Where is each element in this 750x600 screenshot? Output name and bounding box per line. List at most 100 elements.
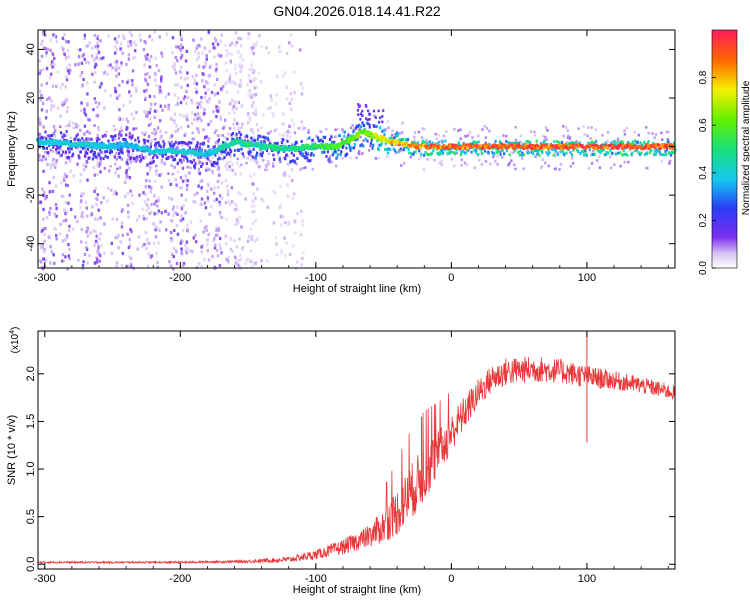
noise-cell [156, 260, 159, 264]
noise-cell [193, 81, 196, 85]
ridge-envelope-cell [239, 136, 242, 140]
noise-cell [157, 86, 161, 90]
noise-cell [204, 91, 207, 95]
ridge-core-point [557, 143, 562, 148]
noise-cell [180, 205, 183, 209]
ridge-envelope-cell [185, 142, 188, 146]
noise-cell [93, 261, 97, 265]
noise-cell [227, 255, 230, 259]
halo-cell [359, 135, 362, 139]
ridge-envelope-cell [575, 148, 579, 152]
noise-cell [94, 71, 97, 75]
ridge-envelope-cell [86, 151, 89, 155]
noise-cell [68, 120, 71, 124]
noise-cell [127, 79, 130, 83]
halo-cell [420, 136, 424, 139]
noise-cell [121, 33, 125, 38]
halo-cell [459, 128, 462, 131]
ridge-envelope-cell [340, 150, 343, 154]
ridge-envelope-cell [646, 152, 649, 156]
noise-cell [252, 51, 255, 56]
noise-cell [84, 113, 88, 117]
noise-cell [230, 41, 234, 45]
noise-cell [190, 121, 194, 126]
noise-cell [228, 77, 231, 81]
noise-cell [98, 101, 101, 106]
halo-cell [303, 126, 306, 130]
ridge-envelope-cell [384, 148, 387, 151]
halo-cell [266, 160, 270, 163]
y-tick-label: 20 [25, 92, 37, 104]
ridge-envelope-cell [113, 155, 116, 159]
ridge-envelope-cell [483, 149, 487, 153]
noise-cell [40, 54, 44, 58]
noise-cell [97, 39, 100, 43]
noise-cell [235, 204, 238, 208]
noise-cell [250, 67, 254, 71]
halo-cell [590, 162, 594, 165]
noise-cell [183, 77, 187, 81]
noise-cell [117, 116, 121, 120]
noise-cell [65, 78, 69, 82]
halo-cell [216, 134, 220, 137]
halo-cell [558, 168, 561, 171]
ridge-envelope-cell [636, 148, 639, 152]
noise-cell [100, 82, 103, 86]
ridge-envelope-cell [443, 148, 446, 152]
halo-cell [355, 156, 358, 159]
noise-cell [301, 256, 304, 260]
noise-cell [203, 155, 207, 160]
halo-cell [231, 149, 234, 153]
noise-cell [95, 114, 98, 118]
snr-series-line [37, 356, 676, 565]
noise-cell [80, 71, 84, 75]
noise-cell [84, 45, 88, 49]
ridge-envelope-cell [565, 151, 568, 155]
noise-cell [52, 163, 55, 167]
noise-cell [129, 137, 133, 141]
noise-cell [48, 76, 52, 80]
noise-cell [43, 257, 46, 261]
ridge-envelope-cell [98, 153, 101, 157]
halo-cell [413, 138, 416, 142]
halo-cell [49, 148, 52, 152]
halo-cell [38, 121, 42, 124]
ridge-envelope-cell [349, 148, 352, 152]
halo-cell [64, 124, 68, 128]
halo-cell [418, 157, 421, 161]
halo-cell [105, 130, 108, 133]
noise-cell [213, 36, 216, 40]
halo-cell [126, 126, 129, 130]
ridge-envelope-cell [561, 149, 564, 153]
noise-cell [186, 113, 189, 117]
ridge-envelope-cell [85, 137, 88, 141]
noise-cell [199, 155, 203, 159]
ridge-envelope-cell [222, 150, 225, 154]
ridge-envelope-cell [216, 161, 219, 165]
noise-cell [230, 102, 233, 106]
ridge-envelope-cell [286, 139, 289, 143]
noise-cell [49, 245, 52, 249]
halo-cell [197, 167, 201, 171]
ridge-envelope-cell [532, 149, 535, 153]
noise-cell [197, 43, 201, 48]
noise-cell [202, 230, 205, 234]
ridge-envelope-cell [229, 148, 232, 152]
noise-cell [55, 84, 58, 88]
ridge-core-point [356, 134, 361, 139]
ridge-envelope-cell [259, 152, 262, 156]
noise-cell [94, 239, 98, 243]
ridge-envelope-cell [306, 156, 309, 160]
noise-cell [150, 165, 153, 169]
noise-cell [170, 163, 173, 167]
noise-cell [259, 80, 263, 84]
halo-cell [496, 163, 499, 166]
halo-cell [116, 167, 119, 171]
ridge-envelope-cell [344, 154, 347, 158]
ridge-envelope-cell [337, 148, 340, 152]
noise-cell [284, 254, 287, 258]
noise-cell [49, 206, 52, 210]
ridge-envelope-cell [491, 150, 494, 154]
halo-cell [473, 166, 476, 170]
noise-cell [109, 93, 112, 97]
